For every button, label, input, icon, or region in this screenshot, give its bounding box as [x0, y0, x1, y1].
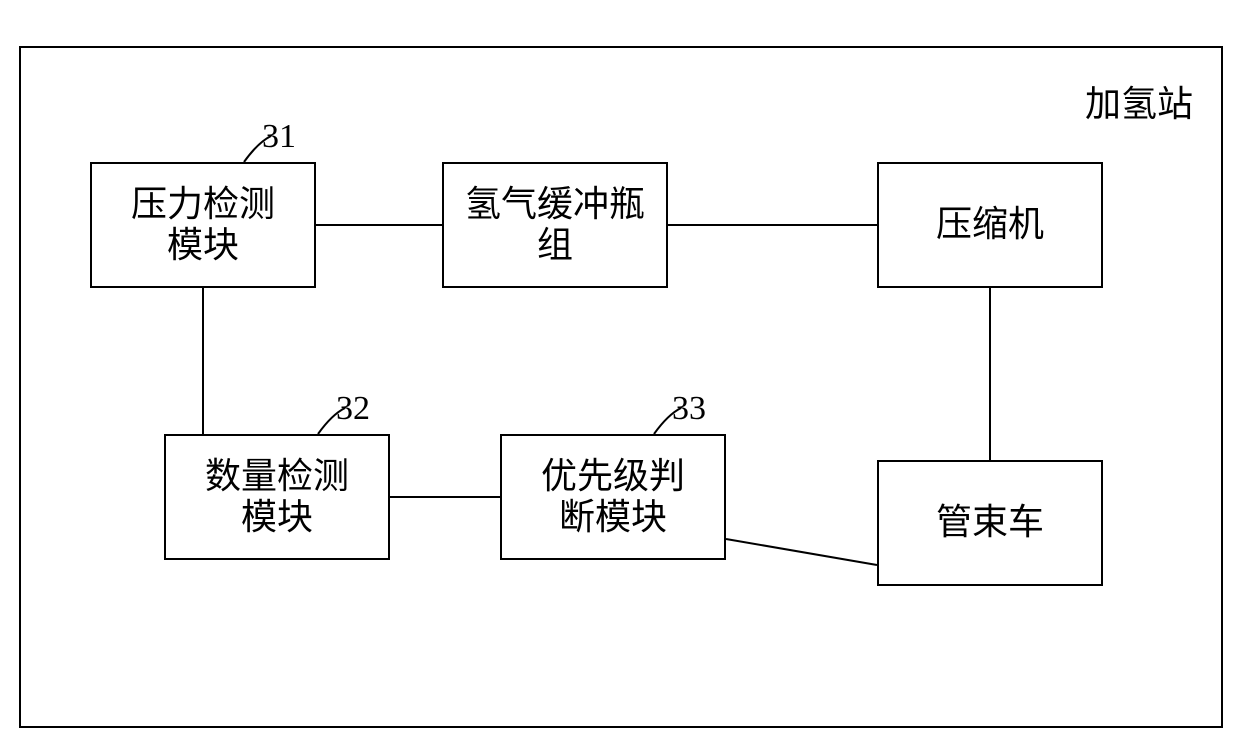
node-label: 压缩机: [936, 204, 1044, 245]
node-compressor: 压缩机: [877, 162, 1103, 288]
node-label: 管束车: [936, 502, 1044, 543]
node-priority-judgment-module: 优先级判 断模块: [500, 434, 726, 560]
node-tube-trailer: 管束车: [877, 460, 1103, 586]
diagram-frame: [19, 46, 1223, 728]
node-label: 氢气缓冲瓶 组: [465, 184, 645, 267]
node-quantity-detection-module: 数量检测 模块: [164, 434, 390, 560]
node-hydrogen-buffer-bottle-group: 氢气缓冲瓶 组: [442, 162, 668, 288]
node-label: 数量检测 模块: [205, 456, 349, 539]
node-tag-32: 32: [336, 390, 370, 428]
diagram-canvas: 加氢站 压力检测 模块 氢气缓冲瓶 组 压缩机 数量检测 模块 优先级判 断模块…: [0, 0, 1240, 752]
node-pressure-detection-module: 压力检测 模块: [90, 162, 316, 288]
node-tag-31: 31: [262, 118, 296, 156]
diagram-title: 加氢站: [1085, 75, 1193, 127]
node-tag-33: 33: [672, 390, 706, 428]
node-label: 压力检测 模块: [131, 184, 275, 267]
node-label: 优先级判 断模块: [541, 456, 685, 539]
